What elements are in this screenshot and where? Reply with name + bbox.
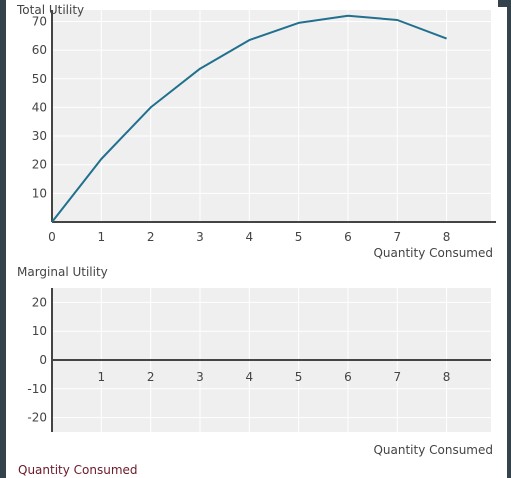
y-tick-label: 20 [32,158,47,172]
x-tick-label: 1 [98,230,106,244]
x-tick-label: 2 [147,370,155,384]
total-utility-title: Total Utility [16,3,84,17]
x-tick-label: 7 [393,230,401,244]
y-tick-label: 40 [32,100,47,114]
x-tick-label: 6 [344,230,352,244]
right-frame-corner [498,0,511,7]
x-tick-label: 6 [344,370,352,384]
left-frame-bar [0,0,6,478]
x-tick-label: 3 [196,370,204,384]
total-utility-line [51,14,447,223]
y-tick-label: 30 [32,129,47,143]
y-tick-label: 10 [32,186,47,200]
x-tick-label: 3 [196,230,204,244]
y-tick-label: 60 [32,43,47,57]
x-axis-title: Quantity Consumed [373,246,493,260]
x-axis-title: Quantity Consumed [373,443,493,457]
y-tick-label: 70 [32,14,47,28]
x-tick-label: 8 [443,370,451,384]
x-tick-label: 7 [393,370,401,384]
x-tick-label: 0 [48,230,56,244]
x-tick-label: 2 [147,230,155,244]
marginal-utility-chart: 20 10 0 -10 -20 1 2 3 4 5 6 7 8 Quantity Consumed [27,288,493,457]
right-frame-bar [507,0,511,478]
plot-background [52,10,491,222]
x-tick-label: 8 [443,230,451,244]
y-tick-label: 20 [32,295,47,309]
total-utility-chart: 10 20 30 40 50 60 70 0 1 2 3 4 5 6 7 8 Total Utility Quan… [16,3,496,260]
x-tick-label: 4 [245,230,253,244]
marginal-utility-title: Marginal Utility [17,265,108,279]
x-tick-label: 4 [245,370,253,384]
x-tick-label: 5 [295,230,303,244]
y-tick-label: 10 [32,324,47,338]
x-tick-label: 1 [98,370,106,384]
y-tick-label: 50 [32,72,47,86]
y-tick-label: 0 [39,353,47,367]
y-tick-label: -10 [27,382,47,396]
y-tick-label: -20 [27,411,47,425]
footer-quantity-label: Quantity Consumed [18,463,138,477]
x-tick-label: 5 [295,370,303,384]
